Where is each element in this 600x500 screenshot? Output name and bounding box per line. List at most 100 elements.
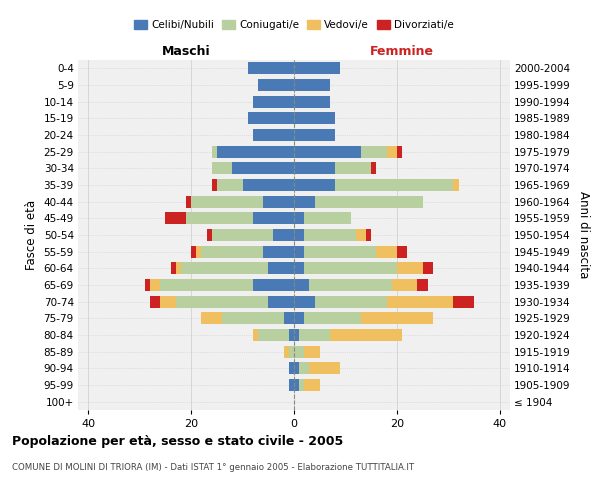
Bar — [376, 246, 397, 258]
Bar — [186, 212, 253, 224]
Bar — [258, 329, 289, 341]
Bar — [160, 279, 253, 291]
Bar — [176, 296, 268, 308]
Bar — [212, 229, 274, 241]
Bar — [145, 279, 150, 291]
Bar — [253, 279, 294, 291]
Bar — [294, 296, 314, 308]
Bar — [191, 196, 263, 207]
Bar — [386, 146, 397, 158]
Bar — [217, 179, 242, 191]
Bar — [268, 262, 294, 274]
Bar — [304, 262, 397, 274]
Bar — [294, 329, 299, 341]
Bar — [202, 312, 222, 324]
Text: Popolazione per età, sesso e stato civile - 2005: Popolazione per età, sesso e stato civil… — [12, 435, 343, 448]
Bar — [310, 279, 392, 291]
Bar — [253, 212, 294, 224]
Bar — [304, 246, 376, 258]
Bar — [294, 362, 299, 374]
Bar — [386, 296, 454, 308]
Bar — [284, 312, 294, 324]
Bar — [222, 312, 284, 324]
Bar — [166, 212, 186, 224]
Bar — [242, 179, 294, 191]
Bar — [310, 362, 340, 374]
Bar — [294, 129, 335, 141]
Bar — [248, 62, 294, 74]
Bar — [294, 229, 304, 241]
Bar — [212, 162, 232, 174]
Bar — [299, 362, 310, 374]
Bar — [304, 312, 361, 324]
Bar — [294, 262, 304, 274]
Bar — [371, 162, 376, 174]
Bar — [294, 146, 361, 158]
Bar — [253, 129, 294, 141]
Bar — [176, 262, 181, 274]
Bar — [294, 312, 304, 324]
Bar — [330, 329, 402, 341]
Bar — [253, 96, 294, 108]
Bar — [160, 296, 176, 308]
Bar — [294, 196, 314, 207]
Bar — [314, 296, 386, 308]
Bar — [361, 146, 386, 158]
Bar — [253, 329, 258, 341]
Bar — [294, 96, 330, 108]
Bar — [299, 379, 304, 391]
Bar — [304, 229, 356, 241]
Bar — [397, 262, 422, 274]
Bar — [294, 62, 340, 74]
Bar — [263, 196, 294, 207]
Bar — [289, 379, 294, 391]
Bar — [294, 179, 335, 191]
Bar — [304, 346, 320, 358]
Bar — [366, 229, 371, 241]
Bar — [294, 246, 304, 258]
Text: Femmine: Femmine — [370, 44, 434, 58]
Bar — [186, 196, 191, 207]
Bar — [248, 112, 294, 124]
Bar — [212, 146, 217, 158]
Bar — [150, 279, 160, 291]
Bar — [181, 262, 268, 274]
Bar — [356, 229, 366, 241]
Bar — [335, 179, 454, 191]
Bar — [289, 362, 294, 374]
Bar — [217, 146, 294, 158]
Bar — [294, 279, 310, 291]
Bar — [150, 296, 160, 308]
Bar — [454, 296, 474, 308]
Bar — [268, 296, 294, 308]
Y-axis label: Anni di nascita: Anni di nascita — [577, 192, 590, 278]
Bar — [212, 179, 217, 191]
Bar — [294, 79, 330, 91]
Y-axis label: Fasce di età: Fasce di età — [25, 200, 38, 270]
Bar — [294, 346, 304, 358]
Bar — [206, 229, 212, 241]
Bar — [454, 179, 458, 191]
Bar — [422, 262, 433, 274]
Bar — [304, 379, 320, 391]
Bar — [294, 212, 304, 224]
Bar — [294, 379, 299, 391]
Bar — [304, 212, 350, 224]
Bar — [263, 246, 294, 258]
Bar — [258, 79, 294, 91]
Bar — [294, 162, 335, 174]
Bar — [418, 279, 428, 291]
Bar — [284, 346, 289, 358]
Bar — [314, 196, 422, 207]
Bar — [299, 329, 330, 341]
Bar — [397, 146, 402, 158]
Text: Maschi: Maschi — [161, 44, 211, 58]
Bar — [397, 246, 407, 258]
Bar — [335, 162, 371, 174]
Bar — [191, 246, 196, 258]
Bar — [289, 346, 294, 358]
Bar — [196, 246, 202, 258]
Bar — [361, 312, 433, 324]
Bar — [232, 162, 294, 174]
Bar — [294, 112, 335, 124]
